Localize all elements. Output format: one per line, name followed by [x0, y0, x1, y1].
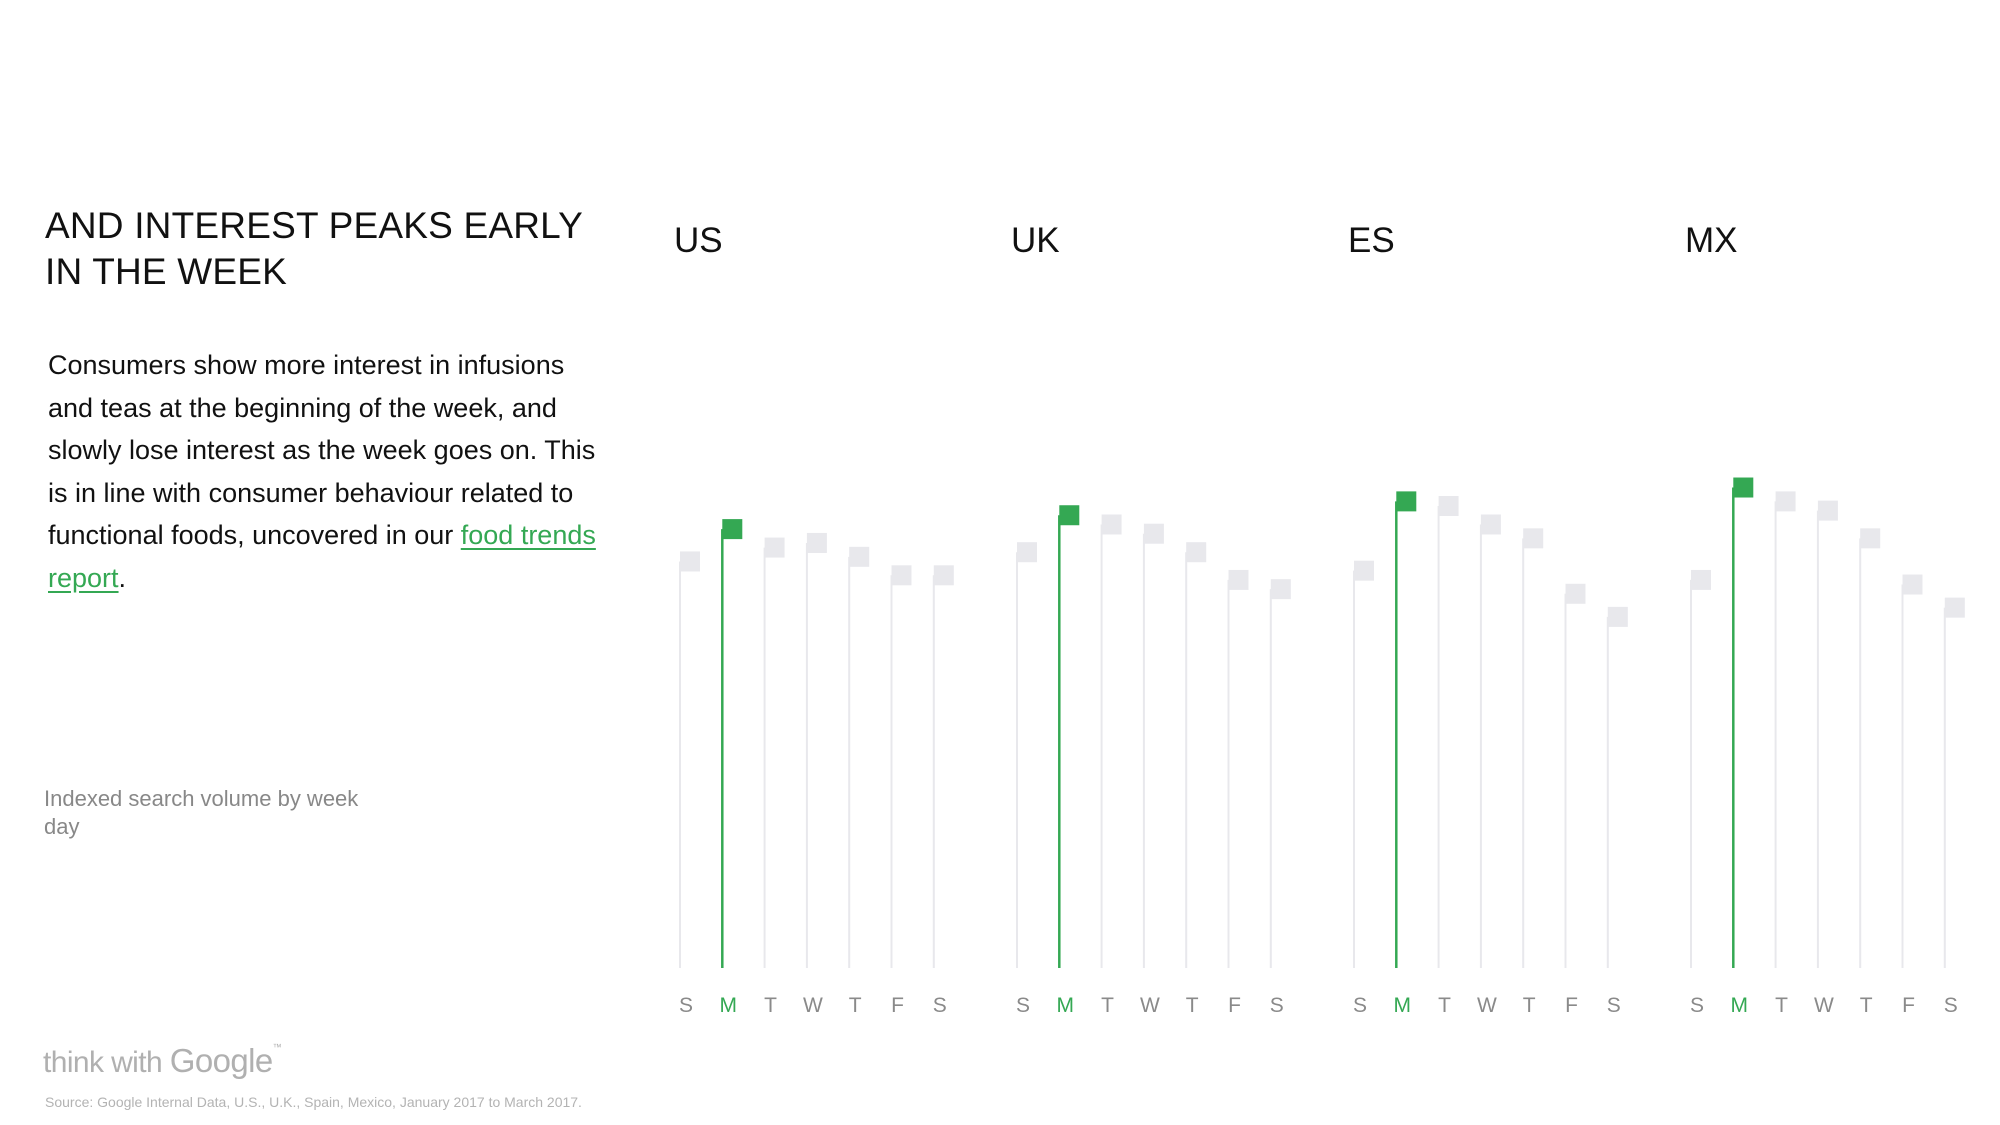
tick-label-mx-1: M [1731, 994, 1749, 1017]
tick-label-es-4: T [1523, 994, 1536, 1017]
tick-label-mx-3: W [1814, 994, 1834, 1017]
marker-uk-5 [1228, 569, 1249, 590]
marker-uk-2 [1101, 514, 1122, 535]
tick-label-mx-5: F [1902, 994, 1915, 1017]
tick-label-es-6: S [1607, 994, 1621, 1017]
marker-mx-1 [1733, 477, 1754, 498]
tick-label-es-3: W [1477, 994, 1497, 1017]
marker-uk-0 [1017, 542, 1037, 563]
marker-es-2 [1438, 496, 1459, 516]
marker-es-0 [1354, 560, 1374, 581]
marker-es-4 [1523, 528, 1544, 549]
page-title: AND INTEREST PEAKS EARLY IN THE WEEK [45, 205, 583, 292]
chart-title-uk: UK [1011, 221, 1060, 260]
marker-us-6 [933, 565, 954, 586]
marker-es-5 [1565, 583, 1586, 604]
description: Consumers show more interest in infusion… [48, 344, 608, 599]
marker-uk-1 [1059, 505, 1080, 526]
tick-label-mx-4: T [1860, 994, 1873, 1017]
marker-us-3 [806, 532, 827, 553]
logo-text: think with [43, 1046, 170, 1079]
tick-label-us-3: W [803, 994, 823, 1017]
marker-us-0 [680, 551, 700, 572]
marker-uk-3 [1143, 523, 1164, 544]
chart-note: Indexed search volume by week day [44, 786, 359, 839]
marker-us-4 [849, 546, 870, 567]
marker-es-6 [1607, 606, 1628, 627]
marker-uk-4 [1186, 542, 1207, 563]
tick-label-uk-3: W [1140, 994, 1160, 1017]
tick-label-uk-1: M [1057, 994, 1075, 1017]
source-note: Source: Google Internal Data, U.S., U.K.… [45, 1094, 582, 1110]
marker-mx-5 [1902, 574, 1923, 595]
tick-label-es-2: T [1438, 994, 1451, 1017]
tick-label-us-6: S [933, 994, 947, 1017]
tick-label-mx-2: T [1775, 994, 1788, 1017]
tick-label-uk-4: T [1186, 994, 1199, 1017]
tick-label-us-2: T [764, 994, 777, 1017]
tick-label-es-0: S [1353, 994, 1367, 1017]
marker-mx-6 [1944, 597, 1965, 618]
marker-us-5 [891, 565, 912, 586]
chart-title-mx: MX [1685, 221, 1738, 260]
tick-label-us-5: F [891, 994, 904, 1017]
tick-label-es-1: M [1394, 994, 1412, 1017]
marker-mx-3 [1817, 500, 1838, 521]
think-with-google-logo: think with Google™ [43, 1042, 282, 1080]
tick-label-uk-5: F [1228, 994, 1241, 1017]
marker-es-3 [1480, 514, 1501, 535]
food-trends-report-link[interactable]: food trends report [48, 520, 596, 593]
marker-us-1 [722, 519, 743, 540]
tick-label-uk-0: S [1016, 994, 1030, 1017]
description-text: Consumers show more interest in infusion… [48, 350, 596, 550]
marker-uk-6 [1270, 579, 1291, 600]
marker-mx-0 [1691, 569, 1711, 590]
marker-mx-4 [1860, 528, 1881, 549]
tick-label-us-0: S [679, 994, 693, 1017]
marker-es-1 [1396, 491, 1417, 512]
chart-title-es: ES [1348, 221, 1395, 260]
marker-us-2 [764, 537, 785, 558]
chart-title-us: US [674, 221, 723, 260]
tick-label-mx-6: S [1944, 994, 1958, 1017]
tick-label-uk-6: S [1270, 994, 1284, 1017]
tick-label-us-1: M [720, 994, 738, 1017]
marker-mx-2 [1775, 491, 1796, 512]
tick-label-es-5: F [1565, 994, 1578, 1017]
description-end: . [118, 562, 127, 593]
logo-brand: Google [169, 1042, 273, 1079]
tick-label-mx-0: S [1690, 994, 1704, 1017]
tick-label-us-4: T [849, 994, 862, 1017]
logo-trademark: ™ [272, 1042, 282, 1052]
tick-label-uk-2: T [1101, 994, 1114, 1017]
